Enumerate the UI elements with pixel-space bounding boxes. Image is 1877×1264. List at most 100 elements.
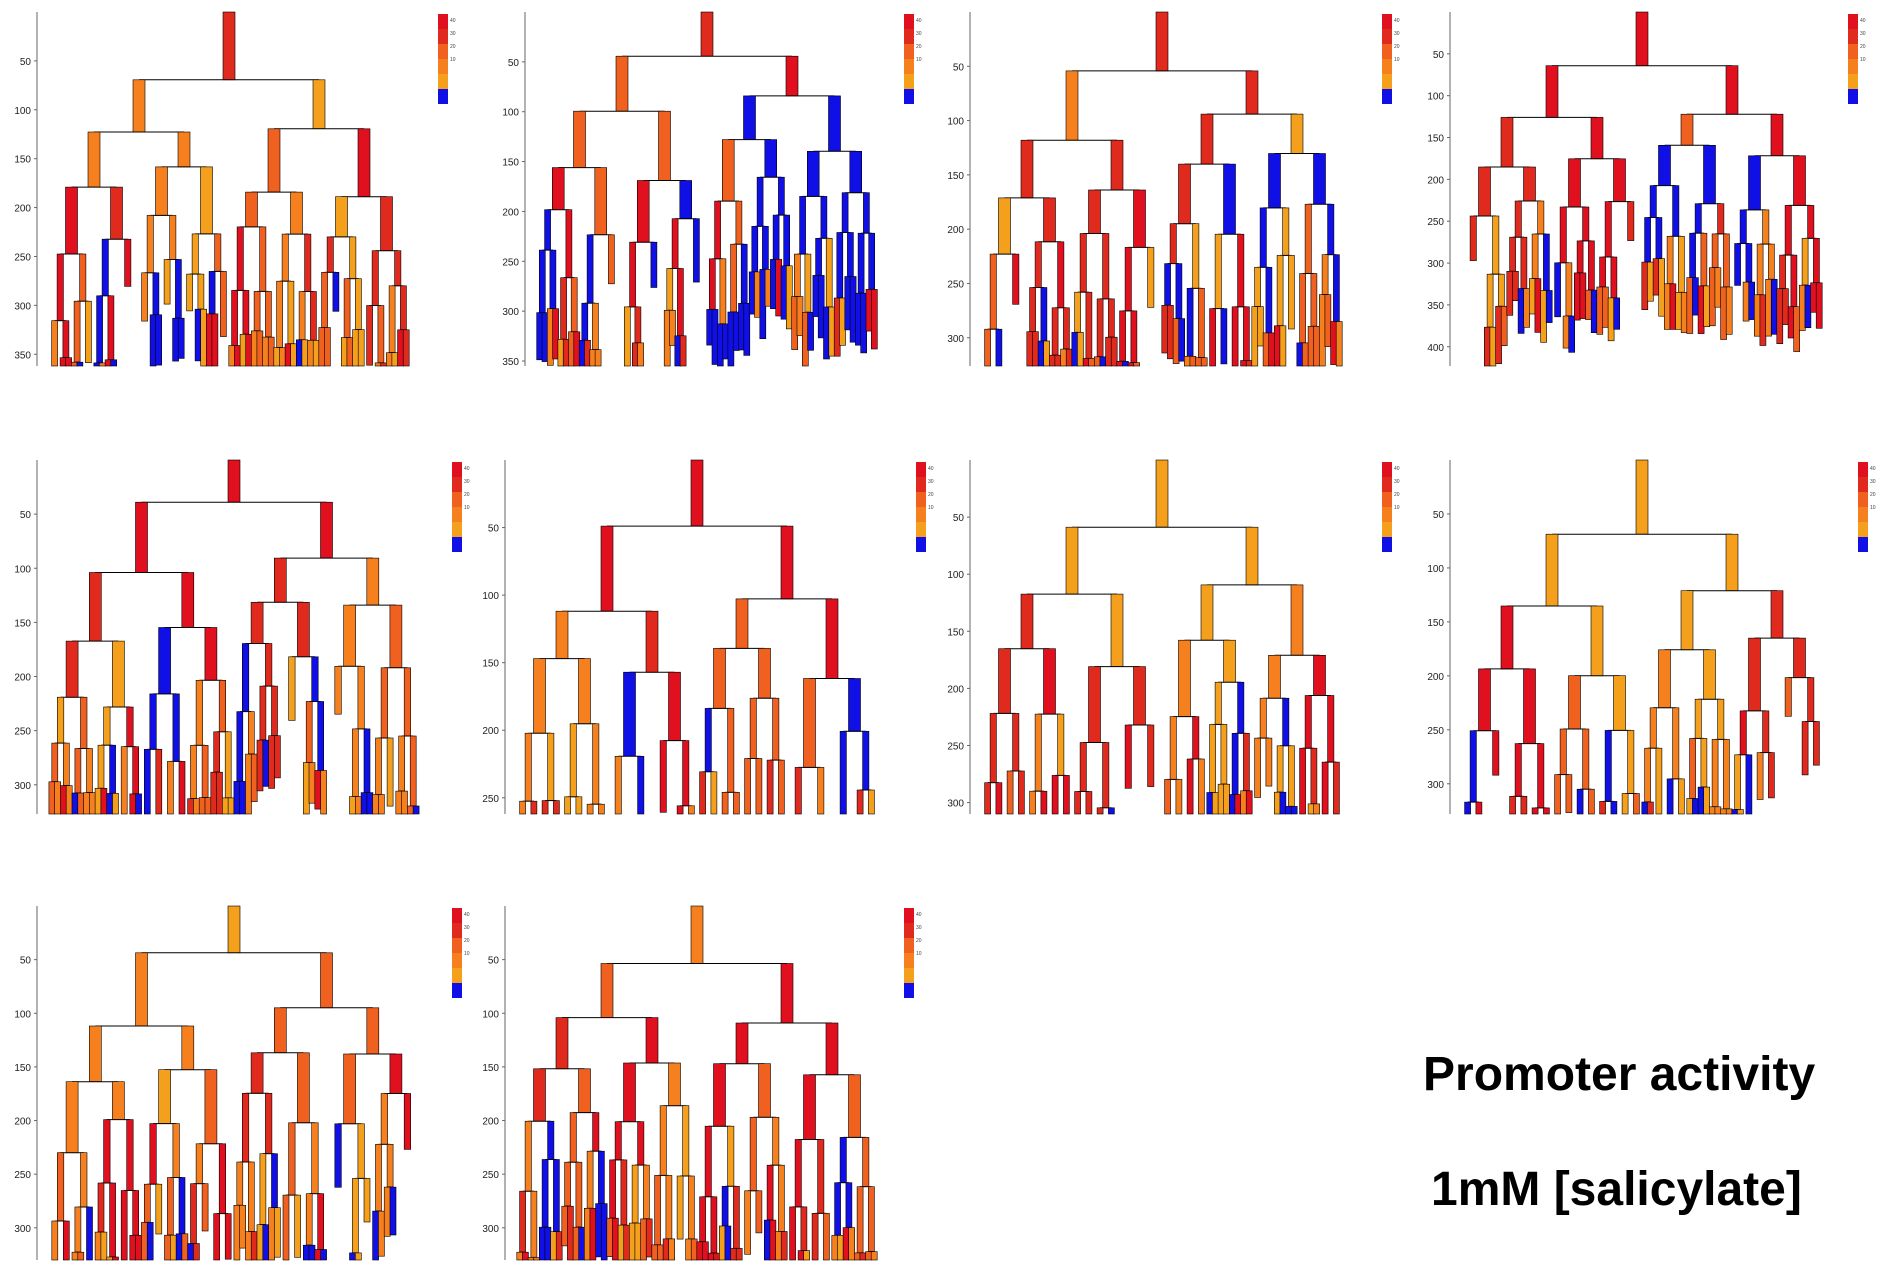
cell-bar-5-27 <box>120 746 128 815</box>
cell-bar-8-31 <box>1680 590 1694 651</box>
lineage-panel-2: 50 100 150 200 250 300 350 40 30 20 10 <box>502 11 922 368</box>
cell-bar-3-72 <box>1240 360 1247 367</box>
cell-bar-2-20 <box>581 302 589 341</box>
cell-bar-3-32 <box>1102 233 1110 300</box>
cell-bar-9-47 <box>224 1213 232 1260</box>
cell-bar-10-98 <box>811 1213 819 1261</box>
cell-bar-5-92 <box>375 737 382 795</box>
cell-bar-3-90 <box>1299 273 1306 344</box>
cell-bar-10-60 <box>685 1238 692 1261</box>
cell-bar-10-17 <box>555 1231 563 1261</box>
cell-bar-4-86 <box>1745 243 1753 283</box>
cell-bar-2-97 <box>847 232 854 277</box>
cell-bar-4-64 <box>1678 236 1685 293</box>
y-tick-label-8-4: 250 <box>1427 726 1444 737</box>
cell-bar-3-82 <box>1268 332 1275 367</box>
cell-bar-10-99 <box>823 1213 830 1261</box>
cell-bar-1-25 <box>146 215 154 274</box>
cell-bar-9-81 <box>349 1252 356 1261</box>
cell-bar-1-96 <box>374 362 382 367</box>
cell-bar-9-72 <box>308 1244 316 1261</box>
colorbar-segment-10-0 <box>904 908 914 923</box>
cell-bar-4-1 <box>1545 65 1559 118</box>
y-tick-label-4-1: 100 <box>1427 92 1444 103</box>
cell-bar-3-95 <box>1313 325 1320 367</box>
colorbar-segment-1-0 <box>438 14 448 29</box>
cell-bar-3-6 <box>995 328 1003 367</box>
cell-bar-6-36 <box>749 697 757 759</box>
cell-bar-5-72 <box>288 656 296 721</box>
cell-bar-8-33 <box>1649 707 1657 749</box>
cell-bar-5-18 <box>112 640 125 708</box>
cell-bar-4-52 <box>1658 145 1671 186</box>
y-tick-label-8-1: 100 <box>1427 564 1444 575</box>
cell-bar-8-24 <box>1604 730 1612 802</box>
y-tick-label-5-4: 250 <box>14 727 31 738</box>
cell-bar-5-70 <box>274 735 281 779</box>
cell-bar-10-1 <box>600 963 614 1018</box>
cell-bar-5-13 <box>71 792 79 815</box>
cell-bar-1-62 <box>267 336 275 367</box>
cell-bar-2-51 <box>719 258 727 325</box>
colorbar-tick-label-4-2: 20 <box>1860 44 1866 50</box>
cell-bar-7-54 <box>1259 697 1267 739</box>
cell-bar-6-17 <box>645 610 659 673</box>
y-tick-label-4-6: 350 <box>1427 301 1444 312</box>
cell-bar-3-34 <box>1094 356 1101 367</box>
cell-bar-6-1 <box>600 525 614 612</box>
cell-bar-3-96 <box>1327 203 1335 255</box>
lineage-panel-1: 50 100 150 200 250 300 350 40 30 20 10 <box>14 11 456 367</box>
cell-bar-10-71 <box>713 1252 721 1261</box>
y-tick-label-9-1: 100 <box>14 1009 31 1020</box>
cell-bar-4-50 <box>1725 65 1739 115</box>
cell-bar-1-65 <box>276 280 283 349</box>
cell-bar-3-27 <box>1071 332 1079 367</box>
cell-bar-1-8 <box>65 357 72 367</box>
cell-bar-3-15 <box>1043 340 1050 367</box>
cell-bar-5-37 <box>167 761 174 815</box>
cell-bar-5-7 <box>54 781 62 815</box>
cell-bar-4-19 <box>1523 288 1530 328</box>
cell-bar-9-41 <box>190 1183 197 1244</box>
cell-bar-10-79 <box>758 1063 771 1118</box>
cell-bar-10-4 <box>524 1120 532 1192</box>
cell-bar-9-51 <box>242 1093 250 1163</box>
colorbar-segment-7-4 <box>1382 522 1392 537</box>
colorbar-tick-label-9-0: 40 <box>464 912 470 918</box>
cell-bar-5-93 <box>372 794 379 815</box>
cell-bar-1-54 <box>239 333 247 367</box>
cell-bar-4-45 <box>1602 286 1609 328</box>
cell-bar-8-6 <box>1475 801 1483 815</box>
cell-bar-7-26 <box>1124 724 1132 789</box>
cell-bar-5-75 <box>302 762 310 815</box>
cell-bar-3-67 <box>1209 308 1216 367</box>
cell-bar-2-100 <box>863 192 870 234</box>
cell-bar-4-99 <box>1776 288 1784 345</box>
cell-bar-5-74 <box>305 701 313 763</box>
cell-bar-8-66 <box>1793 637 1806 678</box>
cell-bar-9-61 <box>262 1224 270 1261</box>
cell-bar-2-86 <box>815 238 822 276</box>
cell-bar-2-33 <box>637 342 644 367</box>
cell-bar-1-19 <box>107 295 115 361</box>
cell-bar-5-34 <box>144 748 151 815</box>
cell-bar-10-82 <box>755 1190 763 1234</box>
cell-bar-2-92 <box>849 151 862 194</box>
colorbar-tick-label-3-0: 40 <box>1394 18 1400 24</box>
cell-bar-10-64 <box>713 1063 726 1127</box>
colorbar-segment-4-2 <box>1848 44 1858 59</box>
cell-bar-2-75 <box>785 265 793 330</box>
cell-bar-4-88 <box>1748 281 1755 320</box>
cell-bar-4-102 <box>1787 306 1795 339</box>
cell-bar-8-65 <box>1768 752 1775 799</box>
cell-bar-10-28 <box>583 1208 591 1261</box>
colorbar-segment-5-1 <box>452 477 462 492</box>
cell-bar-6-47 <box>839 730 847 815</box>
cell-bar-3-14 <box>1037 340 1045 367</box>
cell-bar-4-17 <box>1520 236 1528 289</box>
colorbar-segment-9-1 <box>452 923 462 938</box>
y-tick-label-8-5: 300 <box>1427 780 1444 791</box>
colorbar-tick-label-8-2: 20 <box>1870 492 1876 498</box>
cell-bar-9-65 <box>297 1052 310 1124</box>
cell-bar-3-39 <box>1133 189 1146 248</box>
